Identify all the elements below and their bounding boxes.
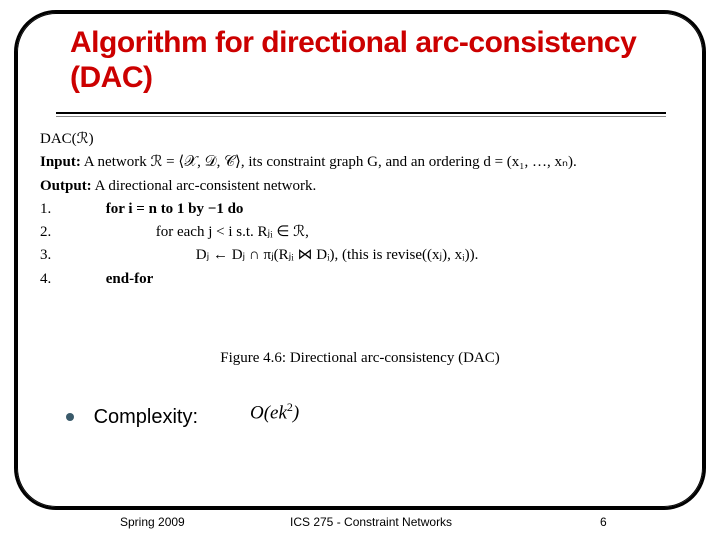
footer-left: Spring 2009 bbox=[120, 515, 185, 529]
footer-center: ICS 275 - Constraint Networks bbox=[290, 515, 452, 529]
algo-input: Input: A network ℛ = ⟨𝒳, 𝒟, 𝒞⟩, its cons… bbox=[40, 151, 680, 174]
bullet-icon bbox=[66, 413, 74, 421]
algo-line-2: 2. for each j < i s.t. Rⱼᵢ ∈ ℛ, bbox=[40, 221, 680, 244]
figure-caption: Figure 4.6: Directional arc-consistency … bbox=[0, 350, 720, 367]
input-text: A network ℛ = ⟨𝒳, 𝒟, 𝒞⟩, its constraint … bbox=[84, 154, 577, 170]
line-text: for each j < i s.t. Rⱼᵢ ∈ ℛ, bbox=[66, 224, 309, 240]
title-rule-top bbox=[56, 112, 666, 114]
algo-line-3: 3. Dⱼ ← Dⱼ ∩ πⱼ(Rⱼᵢ ⋈ Dᵢ), (this is revi… bbox=[40, 244, 680, 267]
formula-suffix: ) bbox=[293, 402, 299, 423]
algo-line-4: 4. end-for bbox=[40, 268, 680, 291]
complexity-label: Complexity: bbox=[94, 406, 198, 428]
line-number: 2. bbox=[40, 221, 62, 244]
algorithm-block: DAC(ℛ) Input: A network ℛ = ⟨𝒳, 𝒟, 𝒞⟩, i… bbox=[40, 128, 680, 291]
output-text: A directional arc-consistent network. bbox=[95, 178, 317, 194]
line-number: 3. bbox=[40, 244, 62, 267]
output-label: Output: bbox=[40, 178, 92, 194]
footer-right: 6 bbox=[600, 515, 607, 529]
line-text: Dⱼ ← Dⱼ ∩ πⱼ(Rⱼᵢ ⋈ Dᵢ), (this is revise(… bbox=[66, 247, 479, 263]
formula-prefix: O(ek bbox=[250, 402, 287, 423]
algo-line-1: 1. for i = n to 1 by −1 do bbox=[40, 198, 680, 221]
complexity-bullet-row: Complexity: bbox=[66, 406, 666, 429]
algo-output: Output: A directional arc-consistent net… bbox=[40, 175, 680, 198]
line-text: for i = n to 1 by −1 do bbox=[66, 201, 244, 217]
line-number: 4. bbox=[40, 268, 62, 291]
line-text: end-for bbox=[66, 271, 154, 287]
input-label: Input: bbox=[40, 154, 81, 170]
line-number: 1. bbox=[40, 198, 62, 221]
slide: Algorithm for directional arc-consistenc… bbox=[0, 0, 720, 540]
algo-header: DAC(ℛ) bbox=[40, 128, 680, 151]
complexity-formula: O(ek2) bbox=[250, 400, 299, 424]
slide-title: Algorithm for directional arc-consistenc… bbox=[70, 26, 650, 95]
title-rule-bottom bbox=[56, 116, 666, 117]
